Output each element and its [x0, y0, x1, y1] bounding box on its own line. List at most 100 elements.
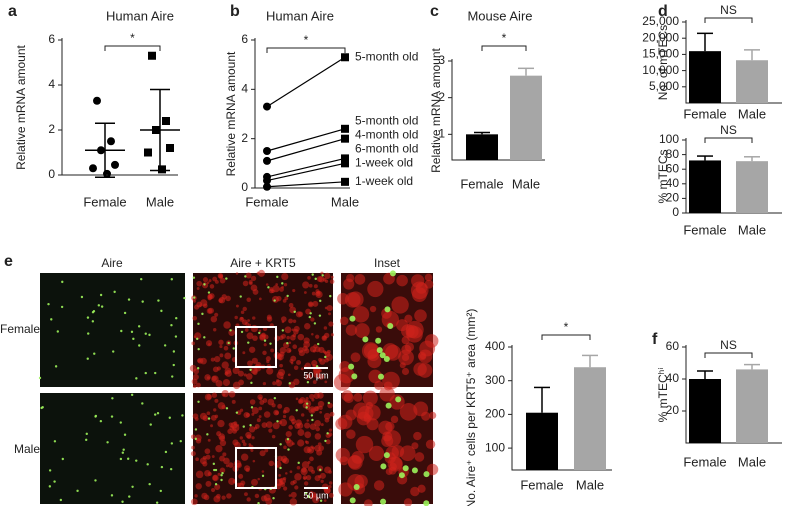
micrograph: [40, 393, 185, 504]
texture: [170, 442, 174, 445]
texture: [252, 335, 258, 342]
texture: [324, 417, 330, 423]
texture: [236, 304, 239, 308]
texture: [262, 350, 267, 356]
chart-title: Mouse Aire: [467, 8, 532, 23]
texture: [291, 442, 295, 446]
texture: [352, 306, 370, 323]
texture: [194, 428, 198, 431]
texture: [309, 346, 317, 353]
texture: [231, 399, 236, 404]
texture: [221, 495, 226, 500]
texture: [305, 402, 309, 405]
texture: [330, 275, 334, 279]
texture: [339, 316, 349, 326]
texture: [224, 352, 232, 360]
y-tick-label: 4: [241, 82, 248, 96]
texture: [221, 389, 229, 398]
texture: [338, 367, 355, 384]
point-label: 6-month old: [355, 142, 418, 156]
texture: [283, 486, 288, 491]
texture: [315, 365, 319, 368]
texture: [351, 450, 365, 464]
texture: [317, 342, 320, 346]
texture: [413, 431, 422, 441]
texture: [426, 463, 439, 476]
y-tick-label: 400: [485, 339, 505, 353]
texture: [245, 272, 252, 279]
texture: [193, 368, 200, 375]
texture: [276, 371, 284, 379]
texture: [242, 306, 247, 312]
texture: [261, 474, 265, 478]
texture: [321, 274, 324, 277]
texture: [275, 283, 279, 286]
texture: [204, 448, 211, 455]
texture: [195, 457, 199, 462]
texture: [87, 332, 90, 335]
texture: [262, 382, 267, 386]
texture: [302, 281, 310, 289]
texture: [200, 357, 207, 365]
scale-label: 50 µm: [303, 490, 328, 500]
column-title: Inset: [374, 256, 401, 270]
texture: [271, 403, 276, 408]
texture: [305, 373, 312, 381]
texture: [223, 457, 230, 465]
texture: [300, 413, 305, 417]
texture: [172, 350, 176, 353]
texture: [311, 273, 314, 276]
texture: [294, 423, 301, 430]
texture: [288, 382, 291, 385]
texture: [192, 276, 196, 279]
significance-label: NS: [720, 3, 737, 17]
texture: [241, 439, 246, 444]
texture: [308, 283, 313, 288]
point: [166, 144, 174, 152]
texture: [293, 310, 296, 313]
texture: [296, 465, 301, 470]
texture: [202, 277, 209, 283]
point: [263, 182, 271, 191]
texture: [283, 445, 287, 450]
texture: [93, 352, 96, 355]
texture: [170, 278, 174, 281]
texture: [223, 345, 229, 351]
texture: [235, 411, 239, 414]
texture: [319, 499, 323, 502]
texture: [308, 448, 312, 452]
x-tick-label: Female: [83, 194, 126, 209]
texture: [329, 279, 335, 284]
texture: [284, 437, 291, 444]
texture: [268, 460, 275, 467]
texture: [228, 462, 234, 468]
texture: [130, 330, 134, 334]
y-tick-label: 2: [48, 122, 55, 136]
texture: [297, 461, 300, 465]
significance-bracket: [704, 17, 753, 23]
texture: [56, 330, 60, 333]
texture: [194, 417, 199, 421]
texture: [330, 333, 334, 337]
texture: [168, 416, 171, 419]
texture: [365, 404, 381, 421]
texture: [202, 455, 207, 460]
texture: [265, 421, 273, 428]
texture: [207, 471, 212, 477]
texture: [252, 459, 256, 463]
texture: [282, 476, 287, 481]
texture: [303, 341, 311, 348]
texture: [304, 431, 312, 439]
texture: [304, 422, 311, 429]
texture: [223, 321, 231, 329]
texture: [303, 348, 310, 354]
texture: [110, 494, 114, 497]
texture: [391, 296, 409, 314]
texture: [242, 442, 247, 447]
bar: [736, 161, 768, 213]
point: [148, 51, 156, 60]
texture: [203, 303, 208, 309]
row-label: Female: [0, 322, 40, 336]
texture: [207, 417, 211, 420]
texture: [199, 412, 207, 420]
